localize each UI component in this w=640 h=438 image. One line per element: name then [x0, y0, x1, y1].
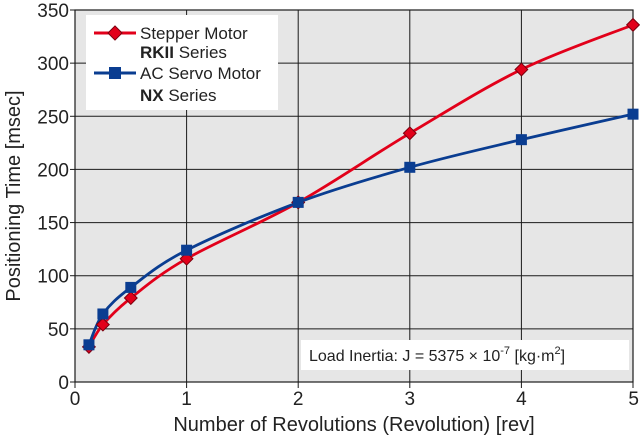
legend-sublabel-servo-bold: NX	[140, 86, 164, 105]
data-point-servo	[125, 281, 137, 293]
x-axis-title: Number of Revolutions (Revolution) [rev]	[173, 414, 534, 436]
data-point-stepper	[123, 290, 138, 306]
y-axis-title: Positioning Time [msec]	[3, 90, 25, 301]
y-tick-label: 150	[37, 214, 69, 235]
data-point-stepper	[402, 126, 417, 141]
legend-sublabel-servo-suffix: Series	[164, 86, 217, 105]
x-tick-label: 5	[628, 389, 639, 410]
y-tick-label: 250	[37, 107, 69, 128]
legend-sublabel-stepper-bold: RKII	[140, 43, 174, 62]
legend-sublabel-servo: NX Series	[140, 86, 217, 105]
annotation-suffix: [kg·m	[510, 348, 554, 365]
y-tick-label: 100	[37, 267, 69, 288]
data-point-stepper	[95, 317, 110, 332]
x-tick-label: 3	[405, 389, 416, 410]
y-tick-label: 350	[37, 1, 69, 22]
y-tick-label: 50	[48, 320, 69, 341]
annotation-prefix: Load Inertia: J = 5375 × 10	[309, 348, 500, 365]
y-tick-label: 200	[37, 160, 69, 181]
data-point-servo	[83, 339, 95, 351]
y-tick-label: 300	[37, 54, 69, 75]
annotation-close: ]	[561, 348, 565, 365]
legend-swatch-marker-servo	[109, 67, 121, 79]
legend-label-stepper: Stepper Motor	[140, 24, 248, 43]
legend: Stepper Motor RKII Series AC Servo Motor…	[86, 15, 278, 110]
y-tick-labels: 0 50 100 150 200 250 300 350	[37, 1, 69, 394]
annotation-exponent: -7	[500, 345, 510, 357]
annotation-box	[301, 340, 629, 370]
x-tick-labels: 0 1 2 3 4 5	[70, 389, 639, 410]
data-point-servo	[404, 161, 416, 173]
x-tick-label: 4	[516, 389, 527, 410]
x-tick-label: 2	[293, 389, 304, 410]
y-tick-label: 0	[58, 373, 69, 394]
data-point-servo	[97, 308, 109, 320]
legend-sublabel-stepper: RKII Series	[140, 43, 227, 62]
legend-label-servo: AC Servo Motor	[140, 64, 261, 83]
axes	[70, 9, 634, 388]
data-point-servo	[181, 244, 193, 256]
annotation-unit-exponent: 2	[555, 345, 561, 357]
data-point-stepper	[514, 62, 529, 77]
data-point-stepper	[625, 17, 640, 32]
plot-frame	[74, 9, 634, 383]
data-point-servo	[292, 196, 304, 208]
legend-sublabel-stepper-suffix: Series	[174, 43, 227, 62]
series-markers	[81, 17, 640, 354]
legend-swatch-marker-stepper	[107, 25, 123, 41]
annotation-text: Load Inertia: J = 5375 × 10-7 [kg·m2]	[309, 345, 565, 365]
x-tick-label: 0	[70, 389, 81, 410]
data-point-servo	[627, 108, 639, 120]
data-point-servo	[515, 134, 527, 146]
load-inertia-annotation: Load Inertia: J = 5375 × 10-7 [kg·m2]	[301, 340, 629, 370]
x-tick-label: 1	[181, 389, 192, 410]
